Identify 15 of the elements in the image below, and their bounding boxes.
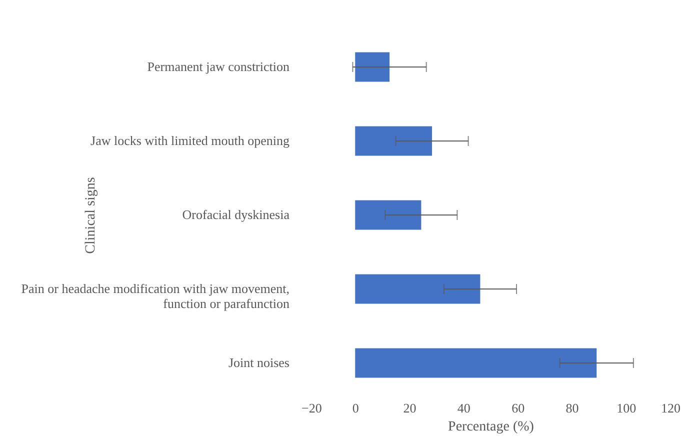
x-axis-title: Percentage (%) <box>448 420 534 434</box>
y-tick-label: Jaw locks with limited mouth opening <box>90 133 290 148</box>
y-tick-label: Orofacial dyskinesia <box>182 207 290 222</box>
x-tick-label: 100 <box>616 400 636 416</box>
y-tick-label: Pain or headache modification with jaw movement, function or parafunction <box>21 281 290 311</box>
y-tick-label: Permanent jaw constriction <box>147 59 290 74</box>
x-tick-label: −20 <box>302 400 322 416</box>
x-tick-label: 40 <box>457 400 470 416</box>
x-tick-label: 60 <box>512 400 525 416</box>
y-tick-label: Joint noises <box>228 355 290 370</box>
x-tick-label: 120 <box>661 400 680 416</box>
y-axis-title: Clinical signs <box>84 177 98 254</box>
x-tick-label: 0 <box>352 400 359 416</box>
x-tick-label: 80 <box>566 400 579 416</box>
x-tick-label: 20 <box>403 400 416 416</box>
